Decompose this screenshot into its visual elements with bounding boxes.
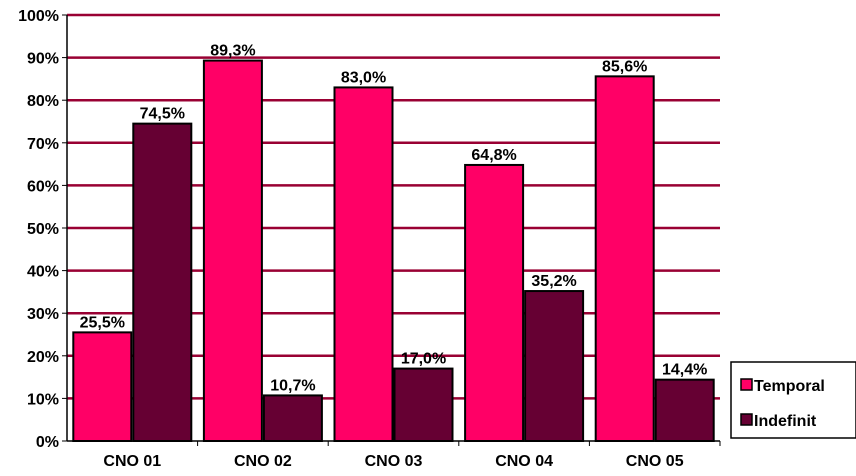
x-category-label: CNO 04 xyxy=(495,453,553,470)
y-tick-label: 40% xyxy=(27,264,59,281)
y-tick-label: 10% xyxy=(27,391,59,408)
legend-label-indefinit: Indefinit xyxy=(754,413,817,430)
x-category-label: CNO 05 xyxy=(626,453,684,470)
y-tick-label: 80% xyxy=(27,93,59,110)
y-tick-label: 70% xyxy=(27,136,59,153)
x-category-label: CNO 01 xyxy=(103,453,161,470)
y-tick-label: 0% xyxy=(36,434,59,451)
x-category-label: CNO 02 xyxy=(234,453,292,470)
x-category-label: CNO 03 xyxy=(365,453,423,470)
x-axis-categories: CNO 01 CNO 02 CNO 03 CNO 04 CNO 05 xyxy=(103,453,683,470)
bar-indefinit xyxy=(654,378,715,443)
y-tick-label: 60% xyxy=(27,178,59,195)
data-label: 85,6% xyxy=(602,58,647,75)
bar-temporal xyxy=(202,59,263,442)
y-tick-label: 30% xyxy=(27,306,59,323)
bar-temporal xyxy=(72,331,133,442)
data-label: 17,0% xyxy=(401,351,446,368)
data-label: 83,0% xyxy=(341,69,386,86)
legend-label-temporal: Temporal xyxy=(754,378,825,395)
data-label: 10,7% xyxy=(270,377,315,394)
bar-temporal xyxy=(594,75,655,443)
legend-swatch-indefinit xyxy=(740,413,753,426)
data-labels: 25,5% 74,5% 89,3% 10,7% 83,0% 17,0% 64,8% 35,2%… xyxy=(80,43,708,395)
y-tick-label: 100% xyxy=(18,8,59,25)
bar-indefinit xyxy=(262,394,323,442)
bar-indefinit xyxy=(393,367,454,442)
y-tick-label: 90% xyxy=(27,51,59,68)
axes xyxy=(66,15,721,446)
data-label: 74,5% xyxy=(140,106,185,123)
y-axis-ticks: 0% 10% 20% 30% 40% 50% 60% 70% 80% 90% 100% xyxy=(18,8,67,451)
bar-temporal xyxy=(464,163,525,442)
bar-indefinit xyxy=(132,122,193,442)
bar-temporal xyxy=(333,86,394,442)
legend: Temporal Indefinit xyxy=(730,361,856,439)
legend-swatch-temporal xyxy=(740,378,753,391)
data-label: 25,5% xyxy=(80,314,125,331)
y-tick-label: 20% xyxy=(27,349,59,366)
data-label: 64,8% xyxy=(471,147,516,164)
data-label: 35,2% xyxy=(531,273,576,290)
data-label: 89,3% xyxy=(210,43,255,60)
bar-indefinit xyxy=(524,290,585,442)
y-tick-label: 50% xyxy=(27,221,59,238)
data-label: 14,4% xyxy=(662,362,707,379)
bars xyxy=(72,59,715,443)
